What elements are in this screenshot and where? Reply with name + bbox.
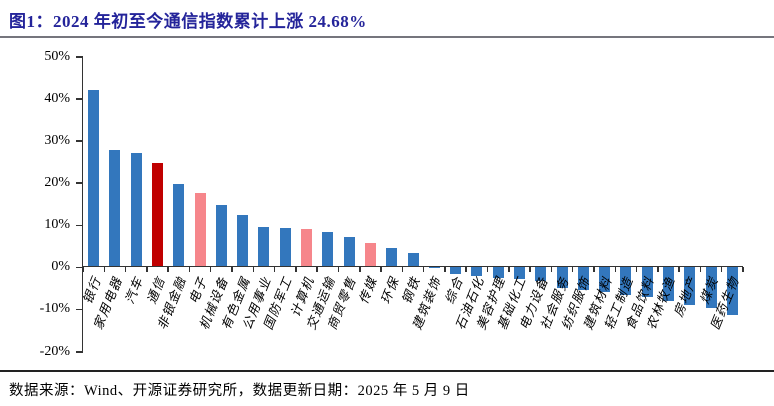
- x-axis-category-tick: [529, 266, 531, 272]
- x-axis-category-tick: [167, 266, 169, 272]
- x-axis-category-tick: [380, 266, 382, 272]
- y-axis-tick: [76, 140, 83, 142]
- x-axis-category-tick: [742, 266, 744, 272]
- chart-bar-建筑材料: [599, 267, 611, 293]
- chart-bar-机械设备: [215, 205, 227, 267]
- x-axis-category-label: 传媒: [356, 274, 381, 306]
- y-axis-tick-label: 20%: [44, 174, 70, 190]
- x-axis-category-tick: [359, 266, 361, 272]
- chart-bar-汽车: [130, 152, 142, 267]
- y-axis-tick-label: -20%: [39, 343, 70, 359]
- figure-title: 图1：2024 年初至今通信指数累计上涨 24.68%: [9, 12, 367, 31]
- chart-bar-计算机: [301, 228, 313, 267]
- x-axis-category-tick: [273, 266, 276, 272]
- chart-bar-传媒: [364, 243, 376, 267]
- x-axis-category-tick: [146, 266, 148, 272]
- chart-bar-电力设备: [535, 267, 547, 281]
- x-axis-category-tick: [401, 266, 404, 272]
- x-axis-category-tick: [124, 266, 127, 272]
- y-axis-tick-label: 10%: [44, 217, 70, 233]
- x-axis-category-tick: [635, 266, 638, 272]
- x-axis-category-tick: [422, 266, 425, 272]
- x-axis-category-tick: [678, 266, 680, 272]
- chart-bar-交通运输: [322, 231, 334, 267]
- chart-bar-农林牧渔: [662, 267, 674, 302]
- x-axis-category-tick: [252, 266, 255, 272]
- x-axis-category-tick: [337, 266, 340, 272]
- chart-bar-石油石化: [471, 267, 483, 276]
- data-source-note: 数据来源：Wind、开源证券研究所，数据更新日期：2025 年 5 月 9 日: [9, 383, 470, 399]
- chart-bar-环保: [386, 248, 398, 267]
- x-axis-category-tick: [231, 266, 233, 272]
- y-axis-tick-label: 0%: [51, 259, 70, 275]
- y-axis-tick-label: -10%: [39, 301, 70, 317]
- chart-bar-医药生物: [726, 267, 738, 315]
- x-axis-category-tick: [486, 266, 489, 272]
- x-axis-category-label: 环保: [378, 274, 402, 306]
- chart-bar-银行: [88, 90, 100, 267]
- x-axis-category-tick: [593, 266, 595, 272]
- y-axis-tick: [76, 98, 83, 100]
- y-axis-tick: [76, 182, 83, 184]
- x-axis-category-tick: [614, 266, 616, 272]
- plot-area: 银行 家用电器 汽车 通信 非银金融 电子 机械设备 有色金属 公用事业 国防军工 计算机 交通运输商…: [76, 56, 744, 353]
- y-axis-tick-label: 40%: [44, 90, 70, 106]
- y-axis-tick: [76, 56, 83, 58]
- chart-bar-轻工制造: [620, 267, 632, 295]
- x-axis-category-tick: [103, 266, 106, 272]
- chart-bar-煤炭: [705, 267, 717, 309]
- y-axis-tick-label: 50%: [44, 48, 70, 64]
- chart-bar-有色金属: [237, 214, 249, 267]
- chart-bar-房地产: [684, 267, 696, 305]
- chart-bar-通信: [152, 162, 164, 267]
- x-axis-category-tick: [316, 266, 318, 272]
- chart-bar-公用事业: [258, 226, 270, 267]
- x-axis-category-tick: [295, 266, 297, 272]
- x-axis-category-tick: [82, 266, 84, 272]
- bar-chart: 50% 40% 30% 20% 10% 0% -10% -20% 银行 家用电器 汽车 通信 非银金融…: [0, 44, 774, 364]
- y-axis: 50% 40% 30% 20% 10% 0% -10% -20%: [0, 49, 76, 359]
- footer-divider: [0, 370, 774, 372]
- x-axis-category-tick: [550, 266, 553, 272]
- y-axis-tick: [76, 224, 83, 227]
- x-axis-line: [83, 265, 743, 268]
- chart-bar-钢铁: [407, 252, 419, 267]
- chart-bar-国防军工: [279, 227, 291, 267]
- y-axis-tick: [76, 351, 83, 353]
- x-axis-category-tick: [657, 266, 659, 272]
- chart-bar-社会服务: [556, 267, 568, 288]
- x-axis-category-tick: [465, 266, 467, 272]
- chart-bar-食品饮料: [641, 267, 653, 297]
- x-axis-category-tick: [209, 266, 212, 272]
- x-axis-category-tick: [444, 266, 446, 272]
- x-axis-category-tick: [571, 266, 574, 272]
- y-axis-tick-label: 30%: [44, 132, 70, 148]
- chart-bar-商贸零售: [343, 236, 355, 267]
- chart-bar-基础化工: [513, 267, 525, 279]
- chart-bar-综合: [450, 267, 462, 274]
- chart-bar-家用电器: [109, 149, 121, 267]
- x-axis-category-label: 汽车: [122, 274, 147, 306]
- chart-bar-美容护理: [492, 267, 504, 278]
- x-axis-category-tick: [699, 266, 702, 272]
- chart-bar-电子: [194, 193, 206, 267]
- y-axis-tick: [76, 308, 83, 311]
- x-axis-category-tick: [720, 266, 723, 272]
- chart-bar-非银金融: [173, 183, 185, 267]
- x-axis-category-tick: [188, 266, 191, 272]
- y-axis-tick: [76, 266, 83, 269]
- title-divider: [0, 36, 774, 38]
- x-axis-category-tick: [508, 266, 510, 272]
- chart-bar-纺织服饰: [577, 267, 589, 290]
